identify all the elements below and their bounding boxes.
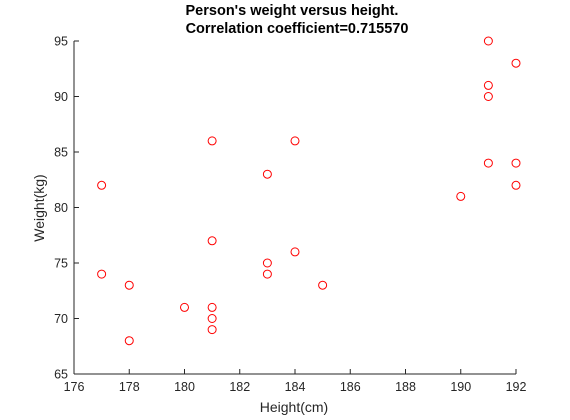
data-point <box>97 180 107 190</box>
x-tick-label: 186 <box>340 380 361 394</box>
x-tick-label: 190 <box>450 380 471 394</box>
data-point <box>456 191 466 201</box>
data-point <box>124 280 134 290</box>
data-point <box>180 302 189 312</box>
x-tick-label: 184 <box>285 380 306 394</box>
data-point <box>290 136 300 146</box>
x-tick-label: 192 <box>506 380 527 394</box>
y-tick-label: 65 <box>54 368 68 382</box>
y-axis-label: Weight(kg) <box>31 174 47 241</box>
y-tick-label: 95 <box>54 35 68 49</box>
data-point <box>97 269 107 279</box>
y-tick-label: 80 <box>54 201 68 215</box>
x-tick-label: 178 <box>119 380 140 394</box>
data-point <box>207 302 217 312</box>
axes: 176 178 180 182 184 186 188 190 192 65 70 75 80 85 90 9… <box>54 35 526 395</box>
data-point <box>483 36 493 46</box>
data-point <box>207 314 217 323</box>
data-point <box>483 92 493 101</box>
data-point <box>124 336 134 346</box>
data-point <box>511 158 521 168</box>
x-axis-label: Height(cm) <box>260 399 328 415</box>
y-tick-label: 85 <box>54 146 68 160</box>
data-points <box>97 36 521 346</box>
data-point <box>207 136 217 146</box>
data-point <box>262 258 272 268</box>
y-tick-label: 70 <box>54 312 68 326</box>
x-tick-label: 180 <box>174 380 195 394</box>
y-tick-label: 75 <box>54 257 68 271</box>
x-tick-label: 188 <box>395 380 416 394</box>
data-point <box>207 325 217 335</box>
data-point <box>483 158 493 168</box>
data-point <box>511 58 521 68</box>
data-point <box>207 236 217 246</box>
data-point <box>262 269 272 279</box>
x-tick-label: 182 <box>229 380 250 394</box>
data-point <box>290 247 300 257</box>
chart-title-line-2: Correlation coefficient=0.715570 <box>186 21 409 37</box>
data-point <box>483 80 493 90</box>
data-point <box>511 180 521 190</box>
x-tick-label: 176 <box>64 380 85 394</box>
chart-title-line-1: Person's weight versus height. <box>186 3 399 19</box>
y-tick-label: 90 <box>54 90 68 104</box>
data-point <box>318 280 328 290</box>
data-point <box>262 169 272 179</box>
